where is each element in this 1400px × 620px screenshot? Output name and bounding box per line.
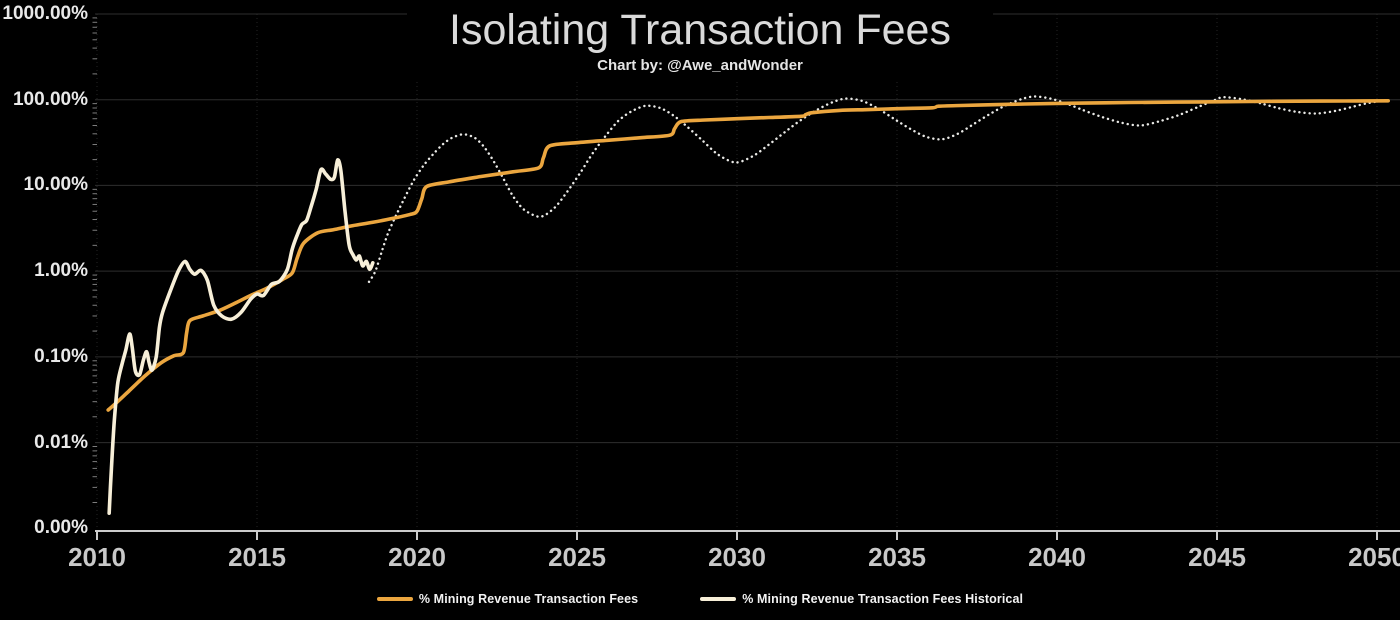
title-box: Isolating Transaction Fees Chart by: @Aw… [407,4,993,81]
y-tick-label: 0.01% [34,431,88,453]
legend-label: % Mining Revenue Transaction Fees Histor… [742,592,1024,606]
x-tick-label: 2025 [548,542,606,572]
legend-item: % Mining Revenue Transaction Fees Histor… [700,592,1023,606]
model-line [106,99,1390,412]
chart-title: Isolating Transaction Fees [449,6,951,54]
y-tick-label: 0.00% [34,517,88,539]
x-tick-label: 2020 [388,542,446,572]
chart-legend: % Mining Revenue Transaction Fees % Minin… [0,592,1400,606]
x-tick-label: 2050 [1348,542,1400,572]
legend-line-swatch [700,597,737,601]
x-tick-label: 2030 [708,542,766,572]
x-tick-label: 2040 [1028,542,1086,572]
historical-line [107,158,375,516]
y-tick-label: 1000.00% [2,2,88,24]
y-tick-label: 1.00% [34,260,88,282]
legend-item: % Mining Revenue Transaction Fees [376,592,639,606]
x-tick-label: 2045 [1188,542,1246,572]
y-tick-label: 0.10% [34,345,88,367]
legend-label: % Mining Revenue Transaction Fees [418,592,639,606]
projection-dotted-line [367,95,1388,284]
x-tick-label: 2035 [868,542,926,572]
x-tick-label: 2015 [228,542,286,572]
legend-line-swatch [376,597,413,601]
y-tick-label: 100.00% [12,88,88,110]
x-tick-label: 2010 [68,542,126,572]
chart-subtitle: Chart by: @Awe_andWonder [597,57,803,74]
y-tick-label: 10.00% [23,174,88,196]
